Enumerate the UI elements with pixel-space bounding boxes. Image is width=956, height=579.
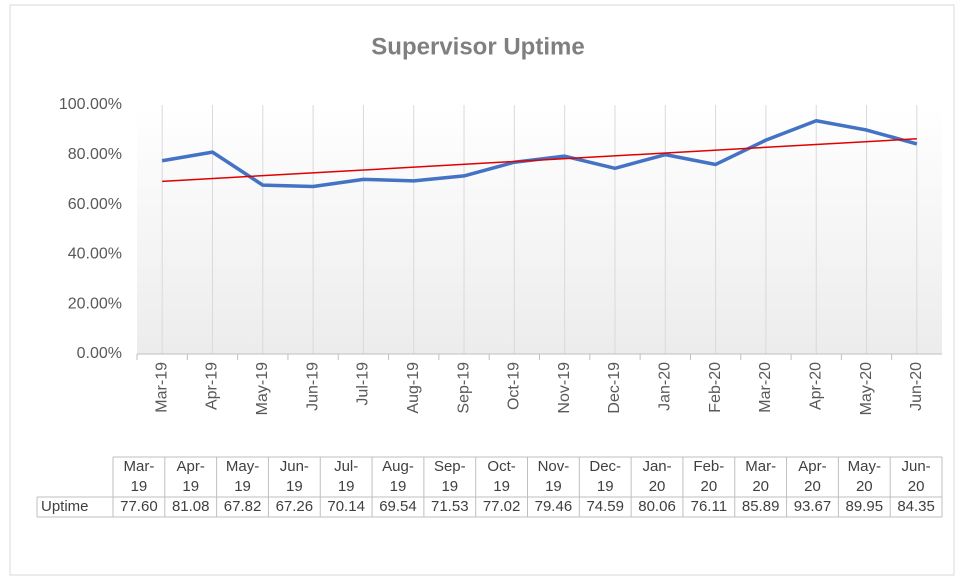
table-header: Sep-19 [434, 458, 466, 495]
plot-area [137, 105, 942, 354]
table-value: 80.06 [638, 498, 676, 515]
table-value: 84.35 [897, 498, 935, 515]
x-tick-label: Dec-19 [606, 362, 623, 414]
series-line [161, 119, 918, 189]
x-tick-label: Sep-19 [455, 362, 472, 414]
table-value: 71.53 [431, 498, 469, 515]
table-header: Mar-20 [745, 458, 776, 495]
table-row-label: Uptime [41, 498, 89, 515]
table-value: 67.82 [224, 498, 262, 515]
table-value: 77.60 [120, 498, 158, 515]
x-tick-label: Mar-20 [757, 362, 774, 413]
x-tick-label: Apr-20 [807, 362, 824, 410]
x-tick-label: Aug-19 [405, 362, 422, 414]
x-tick-label: Nov-19 [556, 362, 573, 414]
table-header: Apr-19 [177, 458, 205, 495]
x-tick-label: Oct-19 [506, 362, 523, 410]
table-value: 67.26 [276, 498, 314, 515]
table-header: Nov-19 [538, 458, 570, 495]
table-header: Jun-19 [280, 458, 309, 495]
table-value: 85.89 [742, 498, 780, 515]
x-tick-label: Mar-19 [153, 362, 170, 413]
table-header: Apr-20 [798, 458, 826, 495]
y-tick-label: 40.00% [68, 246, 122, 263]
table-header: Feb-20 [693, 458, 724, 495]
table-header: Jun-20 [902, 458, 931, 495]
y-tick-label: 100.00% [59, 96, 122, 113]
x-tick-label: Apr-19 [204, 362, 221, 410]
table-value: 74.59 [586, 498, 624, 515]
chart-title: Supervisor Uptime [371, 33, 584, 60]
table-header: Dec-19 [589, 458, 621, 495]
table-header: Mar-19 [123, 458, 154, 495]
table-header: Aug-19 [382, 458, 414, 495]
table-value: 69.54 [379, 498, 417, 515]
y-tick-label: 20.00% [68, 295, 122, 312]
table-value: 79.46 [535, 498, 573, 515]
y-tick-label: 60.00% [68, 196, 122, 213]
table-header: Jan-20 [642, 458, 671, 495]
y-tick-label: 0.00% [77, 345, 122, 362]
x-tick-label: Jul-19 [355, 362, 372, 406]
table-value: 89.95 [846, 498, 884, 515]
x-tick-label: Feb-20 [707, 362, 724, 413]
table-value: 70.14 [327, 498, 365, 515]
table-header: Oct-19 [487, 458, 515, 495]
y-tick-label: 80.00% [68, 146, 122, 163]
table-value: 81.08 [172, 498, 210, 515]
table-value: 76.11 [691, 498, 727, 515]
table-header: May-19 [226, 458, 259, 495]
table-value: 77.02 [483, 498, 521, 515]
table-header: May-20 [848, 458, 881, 495]
x-tick-label: May-19 [254, 362, 271, 415]
x-tick-label: Jun-20 [908, 362, 925, 411]
x-tick-label: Jun-19 [304, 362, 321, 411]
x-tick-label: Jan-20 [657, 362, 674, 411]
trendline [162, 138, 917, 183]
table-header: Jul-19 [334, 458, 358, 495]
table-value: 93.67 [794, 498, 832, 515]
x-tick-label: May-20 [858, 362, 875, 415]
